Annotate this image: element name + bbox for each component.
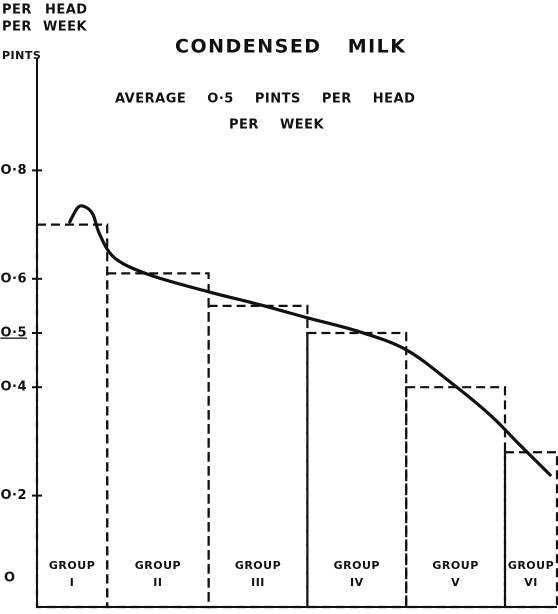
subtitle: PER WEEK — [229, 118, 325, 133]
group-label: GROUP — [508, 559, 554, 572]
y-tick-label: O — [4, 571, 16, 586]
bar — [306, 331, 408, 609]
group-label: III — [251, 576, 265, 589]
chart-title: CONDENSED MILK — [175, 36, 407, 58]
y-label-line: PER WEEK — [2, 20, 88, 35]
y-label-line: PER HEAD — [2, 3, 88, 18]
bar — [503, 451, 558, 609]
group-label: V — [451, 576, 460, 589]
y-label-unit: PINTS — [2, 49, 41, 62]
group-label: VI — [524, 576, 538, 589]
bar — [106, 272, 210, 609]
group-label: II — [153, 576, 162, 589]
y-tick-label: O·6 — [0, 271, 27, 286]
subtitle: AVERAGE O·5 PINTS PER HEAD — [115, 92, 415, 107]
bar — [405, 386, 507, 609]
y-tick-label: O·2 — [0, 488, 27, 503]
group-label: GROUP — [135, 559, 181, 572]
bar — [35, 223, 109, 609]
group-label: IV — [350, 576, 364, 589]
y-tick-label: O·5 — [0, 326, 27, 341]
y-tick-label: O·8 — [0, 163, 27, 178]
group-label: GROUP — [235, 559, 281, 572]
group-label: GROUP — [49, 559, 95, 572]
y-tick-label: O·4 — [0, 380, 27, 395]
group-label: I — [70, 576, 75, 589]
group-label: GROUP — [432, 559, 478, 572]
group-label: GROUP — [334, 559, 380, 572]
curve — [68, 204, 552, 477]
